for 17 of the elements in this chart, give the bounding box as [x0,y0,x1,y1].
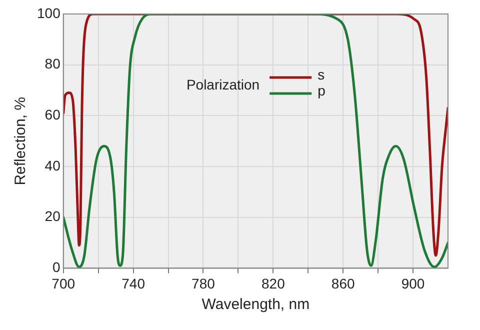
legend-label: p [318,82,326,98]
x-tick-label: 740 [122,275,146,292]
x-tick-label: 700 [52,275,76,292]
x-tick-label: 780 [192,275,216,292]
y-tick-label: 80 [44,56,61,72]
y-tick-label: 0 [52,259,61,276]
x-tick-label: 860 [331,275,355,292]
x-tick-label: 900 [401,275,425,292]
y-axis-title: Reflection, % [12,96,30,186]
y-tick-label: 40 [44,157,61,174]
y-tick-label: 100 [37,4,61,21]
x-tick-label: 820 [261,275,286,292]
legend-label: s [318,66,325,82]
x-axis-title: Wavelength, nm [202,296,310,314]
y-tick-label: 20 [44,208,61,224]
legend-title: Polarization [186,76,260,92]
y-tick-label: 60 [44,106,61,123]
